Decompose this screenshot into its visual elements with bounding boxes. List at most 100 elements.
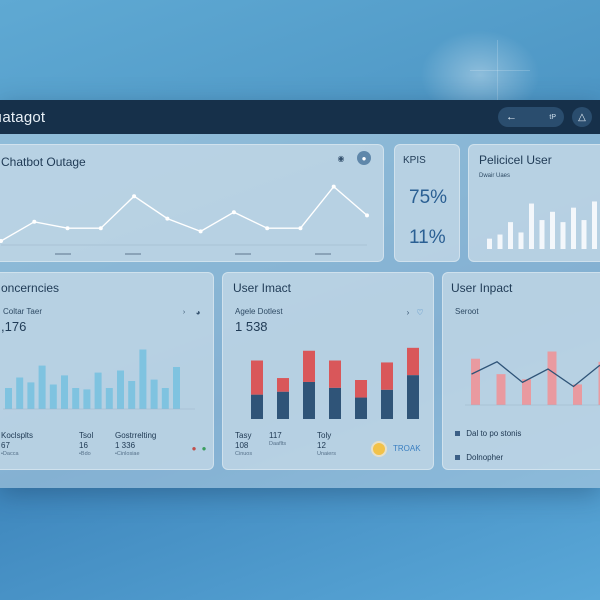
lock-icon[interactable]: ◉ (337, 153, 345, 163)
bar (592, 201, 597, 249)
data-point (231, 210, 236, 215)
background-line (497, 40, 498, 110)
stat-3: Toly 12 Unaiers (317, 431, 336, 458)
stat-value: 12 (317, 441, 326, 450)
bar (581, 220, 587, 249)
camera-icon[interactable]: ● (357, 151, 371, 165)
panel-title: oncerncies (1, 281, 60, 295)
bar-base (277, 391, 289, 419)
data-point (198, 229, 203, 234)
list-item[interactable]: Dal to po stonis (455, 429, 521, 439)
bar-base (355, 397, 367, 419)
big-value: 1 538 (235, 319, 268, 334)
kpi-value-1: 75% (409, 187, 448, 208)
bar (161, 388, 169, 409)
bar (139, 349, 147, 409)
dashboard-window: ıatagot ← tP △ Chatbot Outage ◉ ● KPIS 7… (0, 100, 600, 488)
bar (497, 234, 503, 249)
bar (83, 389, 91, 409)
stat-detail: •Bdo (79, 451, 91, 457)
bullet-icon (455, 455, 460, 460)
stat-2: Tsol 16 •Bdo (79, 431, 93, 458)
bar-base (381, 389, 393, 419)
list-item[interactable]: Dolnopher (455, 453, 503, 463)
tick-mark (315, 253, 331, 255)
status-dot-icon: ● (201, 443, 207, 453)
stat-2: 117 Daaflts (269, 431, 286, 448)
data-point (365, 213, 369, 218)
bar-top (251, 360, 263, 395)
stat-detail: Cinuos (235, 451, 253, 457)
bar-base (329, 387, 341, 419)
bar-base (407, 375, 419, 419)
bar-top (407, 347, 419, 376)
user-icon[interactable]: △ (572, 107, 592, 127)
bar (550, 211, 555, 249)
data-point (265, 226, 270, 231)
nav-pill[interactable]: ← tP (498, 107, 564, 127)
stat-detail: Unaiers (317, 451, 336, 457)
panel-chatbot-outage: Chatbot Outage ◉ ● (0, 144, 384, 262)
heart-icon[interactable]: ♡ (416, 307, 424, 317)
stat-value: 108 (235, 441, 249, 450)
bar-top (381, 362, 393, 390)
stat-1: Koclsplts 67 •Dacca (1, 431, 33, 458)
panel-subtitle: Dwair Uaes (479, 173, 511, 179)
series-line (471, 361, 600, 388)
arrow-left-icon[interactable]: ← (506, 111, 517, 123)
bar (61, 375, 68, 409)
bar (522, 379, 531, 405)
app-title: ıatagot (0, 108, 46, 126)
stat-value: 1 336 (115, 441, 136, 450)
chevron-right-icon[interactable]: › (406, 307, 410, 317)
data-point (331, 184, 336, 189)
bar-base (251, 394, 263, 419)
status-dot-icon: ● (191, 443, 197, 453)
bar (508, 222, 513, 249)
panel-subtitle: Coltar Taer (3, 307, 42, 316)
panel-user-impact-1: User Imact Agele Dotlest 1 538 › ♡ Tasy … (222, 272, 434, 470)
stat-detail: •Dacca (1, 451, 19, 457)
coin-icon (371, 441, 387, 457)
tick-mark (55, 253, 71, 255)
list-item-label: Dolnopher (466, 453, 504, 462)
titlebar: ıatagot ← tP △ (0, 100, 600, 134)
bar (128, 381, 136, 409)
bar (16, 377, 24, 409)
bar (94, 372, 102, 409)
bar-base (303, 381, 315, 419)
info-icon[interactable]: ◕ (195, 307, 201, 317)
panel-subtitle: Agele Dotlest (235, 307, 283, 316)
outage-line-chart (0, 184, 369, 255)
concerns-bar-chart (3, 349, 195, 410)
panel-title: KPIS (403, 155, 426, 166)
bar (150, 379, 158, 409)
panel-title: Pelicicel User (479, 153, 552, 167)
bar (38, 365, 46, 409)
stat-detail: Daaflts (269, 441, 287, 447)
stat-detail: •Cinlosiae (115, 451, 140, 457)
bar-top (277, 378, 289, 392)
data-point (98, 226, 103, 231)
bar (573, 384, 582, 405)
badge-text: TROAK (393, 444, 421, 453)
bar-top (355, 380, 367, 398)
bar (5, 388, 12, 409)
data-point (0, 239, 3, 243)
bar (117, 370, 124, 409)
bar (571, 207, 576, 249)
bar-top (329, 360, 341, 388)
panel-user-impact-2: User Inpact Seroot Dal to po stonis Doln… (442, 272, 600, 470)
panel-preferred-user: Pelicicel User Dwair Uaes (468, 144, 600, 262)
stat-label: Tsol (79, 431, 94, 440)
tick-mark (125, 253, 141, 255)
bullet-icon (455, 431, 460, 436)
panel-kpis: KPIS 75% 11% (394, 144, 460, 262)
bar (27, 382, 35, 409)
stat-label: Tasy (235, 431, 252, 440)
stat-label: Toly (317, 431, 332, 440)
data-point (165, 216, 170, 221)
stat-value: 16 (79, 441, 88, 450)
chevron-right-icon[interactable]: › (182, 308, 186, 316)
user-impact-stacked-bar-chart (251, 347, 419, 419)
